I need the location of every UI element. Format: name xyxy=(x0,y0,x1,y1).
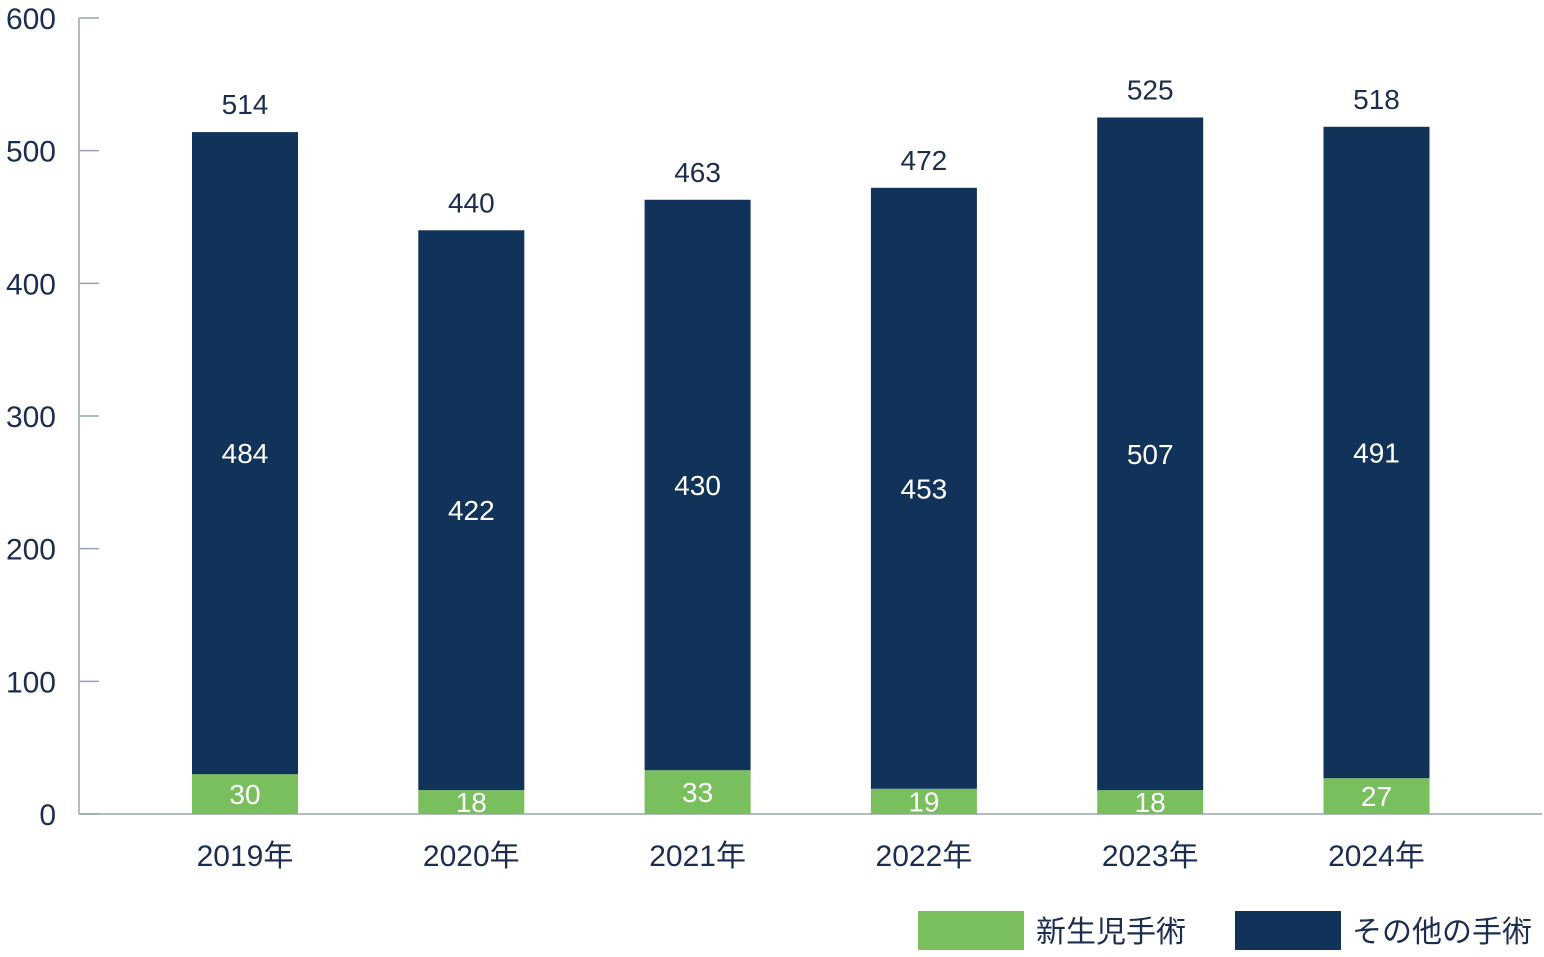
data-label-neonatal: 30 xyxy=(229,779,260,810)
x-tick-label: 2019年 xyxy=(197,840,294,873)
data-label-other: 491 xyxy=(1353,437,1400,468)
bar-segment-other xyxy=(644,199,751,771)
x-tick-label: 2021年 xyxy=(649,840,746,873)
bar-segment-neonatal xyxy=(870,788,977,814)
data-label-other: 484 xyxy=(222,438,269,469)
bar-segment-other xyxy=(1097,117,1204,791)
y-tick-label: 200 xyxy=(6,534,56,567)
axes: 0 100 200 300 400 500 600 2019年 2020年 2021年 2022年 2… xyxy=(6,3,1542,873)
data-label-neonatal: 33 xyxy=(682,777,713,808)
legend-swatch xyxy=(1235,911,1341,950)
legend-item-neonatal: 新生児手術 xyxy=(918,911,1186,950)
data-label-total: 514 xyxy=(222,89,269,120)
bar-segment-other xyxy=(418,230,525,791)
bar-segment-other xyxy=(1323,126,1430,779)
bar-segment-neonatal xyxy=(418,790,525,814)
x-tick-label: 2020年 xyxy=(423,840,520,873)
x-tick-label: 2023年 xyxy=(1102,840,1199,873)
y-tick-label: 500 xyxy=(6,136,56,169)
data-label-neonatal: 18 xyxy=(1135,787,1166,818)
data-label-other: 453 xyxy=(901,473,948,504)
data-labels: 30 484 514 18 422 440 33 430 463 19 453 472 18 507 525… xyxy=(222,75,1400,819)
legend-label: 新生児手術 xyxy=(1036,916,1186,949)
bar-segment-neonatal xyxy=(644,770,751,814)
y-tick-label: 100 xyxy=(6,666,56,699)
x-tick-label: 2022年 xyxy=(876,840,973,873)
bars xyxy=(192,117,1430,814)
data-label-neonatal: 27 xyxy=(1361,781,1392,812)
y-tick-label: 0 xyxy=(39,799,56,832)
legend: 新生児手術 その他の手術 xyxy=(918,911,1532,950)
data-label-other: 430 xyxy=(674,470,721,501)
data-label-other: 422 xyxy=(448,495,495,526)
legend-label: その他の手術 xyxy=(1352,916,1532,949)
data-label-total: 440 xyxy=(448,187,495,218)
legend-swatch xyxy=(918,911,1024,950)
bar-segment-neonatal xyxy=(1097,790,1204,814)
data-label-total: 518 xyxy=(1353,84,1400,115)
x-tick-label: 2024年 xyxy=(1328,840,1425,873)
data-label-total: 472 xyxy=(901,145,948,176)
data-label-neonatal: 19 xyxy=(908,786,939,817)
legend-item-other: その他の手術 xyxy=(1235,911,1532,950)
data-label-neonatal: 18 xyxy=(456,787,487,818)
bar-segment-other xyxy=(870,187,977,789)
data-label-total: 463 xyxy=(674,157,721,188)
y-tick-label: 600 xyxy=(6,3,56,36)
data-label-other: 507 xyxy=(1127,439,1174,470)
bar-segment-neonatal xyxy=(192,774,298,814)
y-tick-label: 300 xyxy=(6,401,56,434)
bar-segment-other xyxy=(192,132,298,775)
y-tick-label: 400 xyxy=(6,268,56,301)
bar-segment-neonatal xyxy=(1323,778,1430,814)
data-label-total: 525 xyxy=(1127,75,1174,106)
